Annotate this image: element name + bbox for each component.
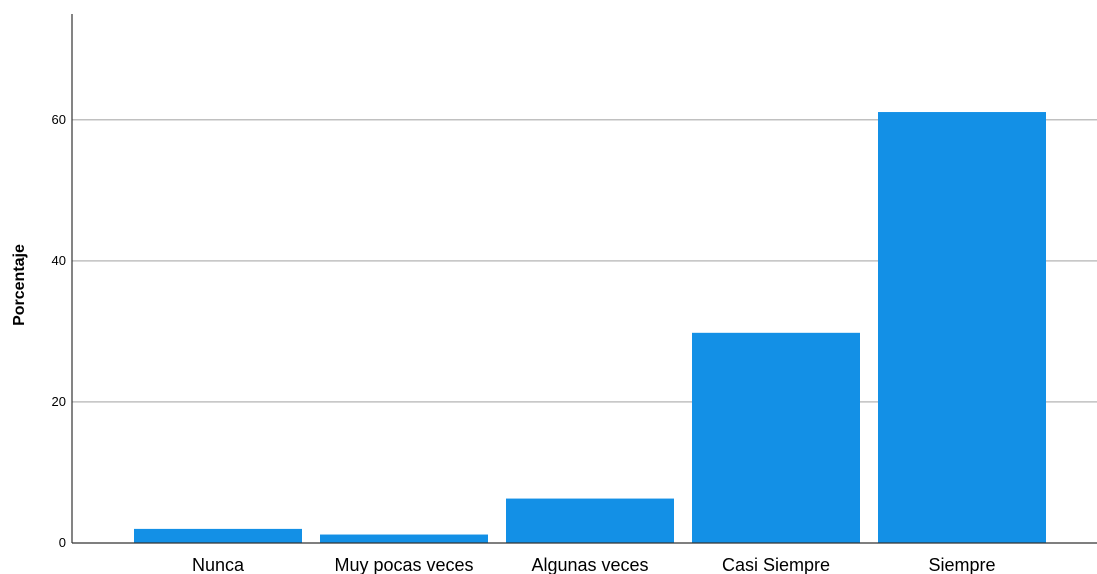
bar-2	[506, 498, 674, 543]
x-category-labels: Nunca Muy pocas veces Algunas veces Casi Si…	[192, 555, 996, 574]
x-category-label: Muy pocas veces	[334, 555, 473, 574]
x-category-label: Casi Siempre	[722, 555, 830, 574]
x-category-label: Siempre	[928, 555, 995, 574]
bar-1	[320, 534, 488, 543]
bar-4	[878, 112, 1046, 544]
x-category-label: Algunas veces	[531, 555, 648, 574]
y-tick-label: 60	[52, 112, 66, 127]
bars	[134, 112, 1046, 544]
y-tick-labels: 0 20 40 60	[52, 112, 66, 550]
bar-0	[134, 528, 302, 543]
y-tick-label: 20	[52, 394, 66, 409]
y-tick-label: 0	[59, 535, 66, 550]
y-tick-label: 40	[52, 253, 66, 268]
bar-3	[692, 332, 860, 543]
y-axis-title: Porcentaje	[11, 244, 28, 326]
x-category-label: Nunca	[192, 555, 245, 574]
